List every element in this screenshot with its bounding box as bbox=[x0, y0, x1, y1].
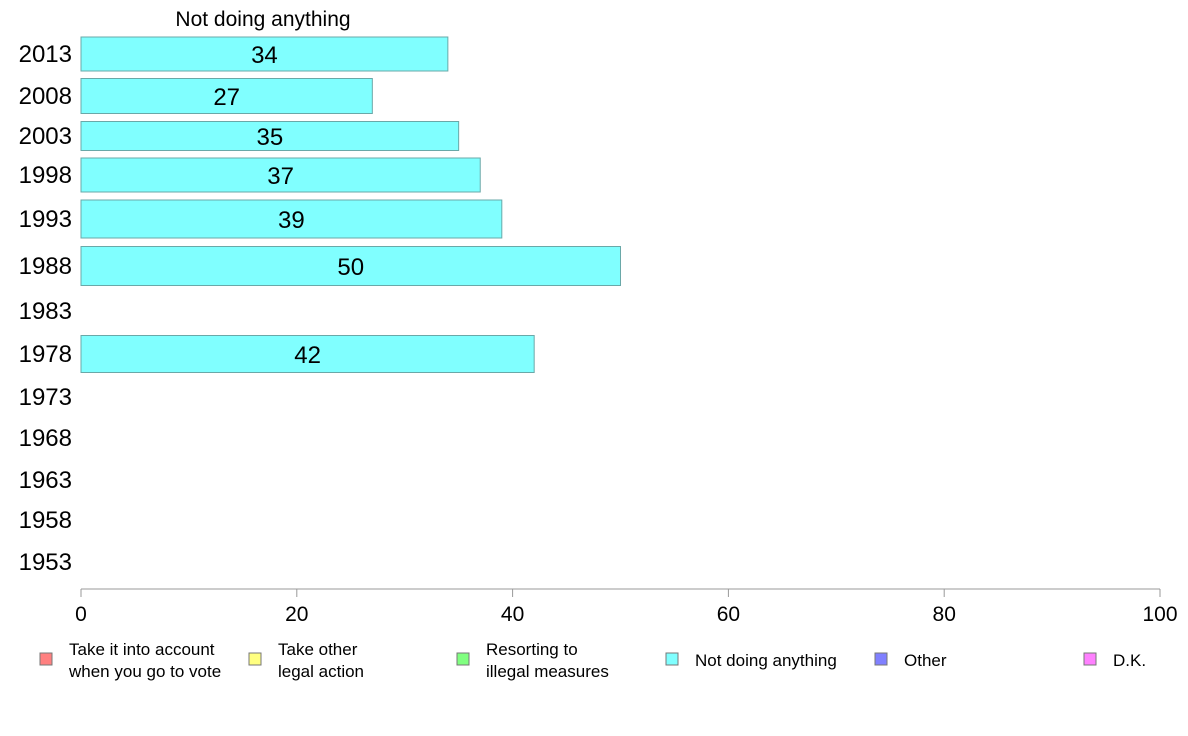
legend: Take it into account when you go to vote T… bbox=[39, 640, 1146, 681]
bar-value-label: 27 bbox=[213, 84, 240, 111]
x-tick-label: 100 bbox=[1142, 603, 1177, 626]
year-label: 1968 bbox=[19, 425, 72, 452]
year-label: 1988 bbox=[19, 253, 72, 280]
year-label: 2003 bbox=[19, 123, 72, 150]
legend-swatch bbox=[39, 652, 53, 666]
year-label: 1963 bbox=[19, 467, 72, 494]
x-tick-label: 20 bbox=[285, 603, 308, 626]
x-axis: 0 20 40 60 80 100 bbox=[75, 588, 1178, 626]
legend-label: Take it into account bbox=[69, 640, 215, 659]
panel-title: Not doing anything bbox=[175, 8, 350, 31]
legend-label: Other bbox=[904, 651, 947, 670]
x-tick-label: 80 bbox=[933, 603, 956, 626]
legend-label: Take other bbox=[278, 640, 358, 659]
x-tick-label: 60 bbox=[717, 603, 740, 626]
bars: 34 27 35 37 39 50 42 bbox=[80, 36, 621, 373]
legend-swatch bbox=[248, 652, 262, 666]
bar-value-label: 37 bbox=[267, 163, 294, 190]
year-label: 2013 bbox=[19, 41, 72, 68]
bar bbox=[80, 246, 621, 286]
x-tick-label: 40 bbox=[501, 603, 524, 626]
year-label: 1993 bbox=[19, 206, 72, 233]
legend-label: when you go to vote bbox=[68, 662, 221, 681]
year-label: 2008 bbox=[19, 83, 72, 110]
year-labels: 2013 2008 2003 1998 1993 1988 1983 1978 1973 1968… bbox=[19, 41, 72, 576]
bar bbox=[80, 36, 449, 72]
bar bbox=[80, 199, 503, 239]
bar bbox=[80, 157, 481, 193]
legend-swatch bbox=[456, 652, 470, 666]
bar-value-label: 34 bbox=[251, 42, 278, 69]
x-tick-label: 0 bbox=[75, 603, 87, 626]
bar bbox=[80, 121, 460, 151]
legend-label: Not doing anything bbox=[695, 651, 837, 670]
year-label: 1983 bbox=[19, 298, 72, 325]
bar bbox=[80, 78, 373, 114]
legend-label: illegal measures bbox=[486, 662, 609, 681]
legend-label: Resorting to bbox=[486, 640, 578, 659]
year-label: 1998 bbox=[19, 162, 72, 189]
bar-value-label: 39 bbox=[278, 207, 305, 234]
year-label: 1978 bbox=[19, 341, 72, 368]
bar-value-label: 50 bbox=[337, 254, 364, 281]
bar bbox=[80, 335, 535, 373]
bar-value-label: 42 bbox=[294, 342, 321, 369]
legend-swatch bbox=[874, 652, 888, 666]
legend-swatch bbox=[665, 652, 679, 666]
legend-label: legal action bbox=[278, 662, 364, 681]
bar-value-label: 35 bbox=[256, 124, 283, 151]
year-label: 1958 bbox=[19, 507, 72, 534]
year-label: 1953 bbox=[19, 549, 72, 576]
legend-label: D.K. bbox=[1113, 651, 1146, 670]
legend-swatch bbox=[1083, 652, 1097, 666]
year-label: 1973 bbox=[19, 384, 72, 411]
